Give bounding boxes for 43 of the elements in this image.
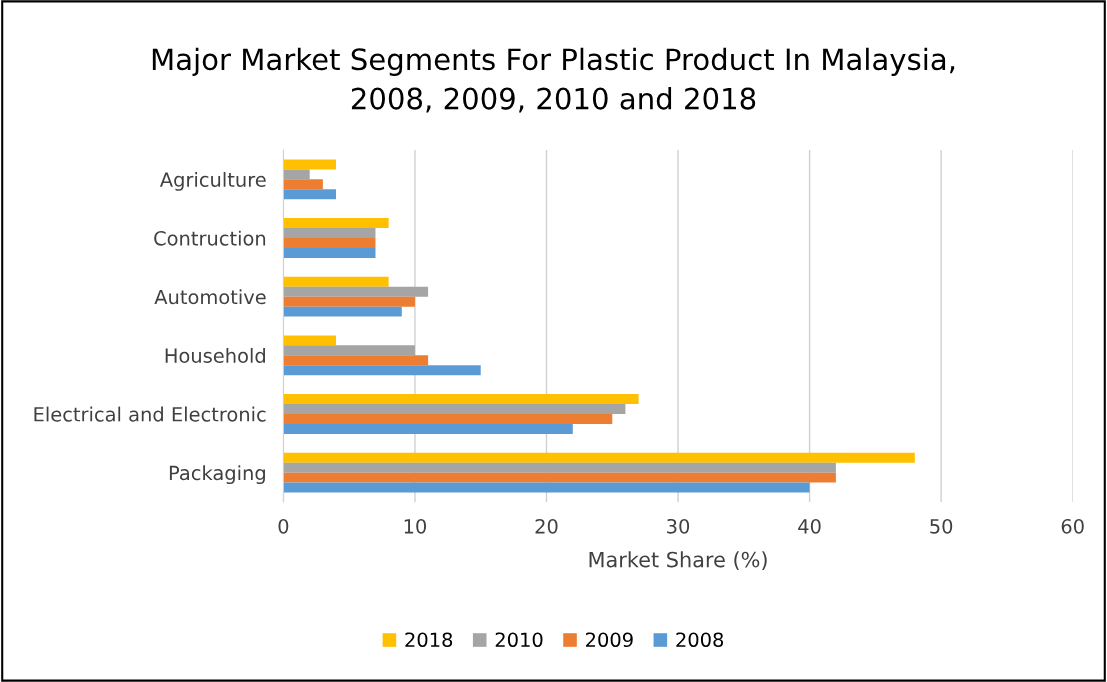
legend-label: 2010: [495, 632, 543, 648]
bar: [283, 238, 376, 248]
bar: [283, 286, 429, 297]
bar: [283, 462, 836, 473]
bar: [283, 335, 337, 346]
y-tick-label: Contruction: [154, 230, 266, 246]
bar: [283, 413, 613, 424]
bar: [283, 345, 415, 356]
x-tick-label: 20: [535, 518, 558, 534]
y-tick-label: Electrical and Electronic: [34, 406, 266, 422]
bar: [283, 423, 573, 434]
bar: [283, 365, 481, 376]
x-tick-label: 30: [667, 518, 690, 534]
bar: [283, 452, 915, 463]
bar: [283, 218, 389, 229]
x-tick-label: 50: [930, 518, 953, 534]
y-tick-label: Packaging: [169, 465, 265, 485]
bar: [283, 306, 402, 317]
y-tick-label: Household: [165, 347, 265, 363]
bar: [283, 355, 429, 366]
x-tick-label: 0: [278, 518, 289, 534]
legend-label: 2009: [586, 632, 633, 648]
bar: [283, 228, 376, 239]
legend-label: 2018: [405, 632, 453, 648]
x-tick-label: 40: [798, 518, 821, 534]
bar: [283, 179, 323, 190]
bar: [283, 159, 337, 170]
bar: [283, 482, 810, 493]
bar: [283, 404, 626, 414]
bar: [283, 276, 389, 287]
legend-label: 2008: [676, 632, 724, 648]
x-axis-title: Market Share (%): [589, 551, 767, 570]
bar: [283, 472, 836, 483]
bar: [283, 394, 639, 404]
bar: [283, 296, 415, 307]
bar: [283, 169, 310, 180]
y-tick-label: Automotive: [154, 289, 266, 305]
x-tick-label: 10: [404, 518, 427, 534]
y-tick-label: Agriculture: [159, 171, 266, 191]
x-tick-label: 60: [1061, 518, 1084, 534]
chart-title: Major Market Segments For Plastic Product In Malaysia, 2008, 2009, 2010 and 2018: [152, 47, 955, 113]
bar: [283, 247, 376, 258]
bar: [283, 189, 337, 200]
